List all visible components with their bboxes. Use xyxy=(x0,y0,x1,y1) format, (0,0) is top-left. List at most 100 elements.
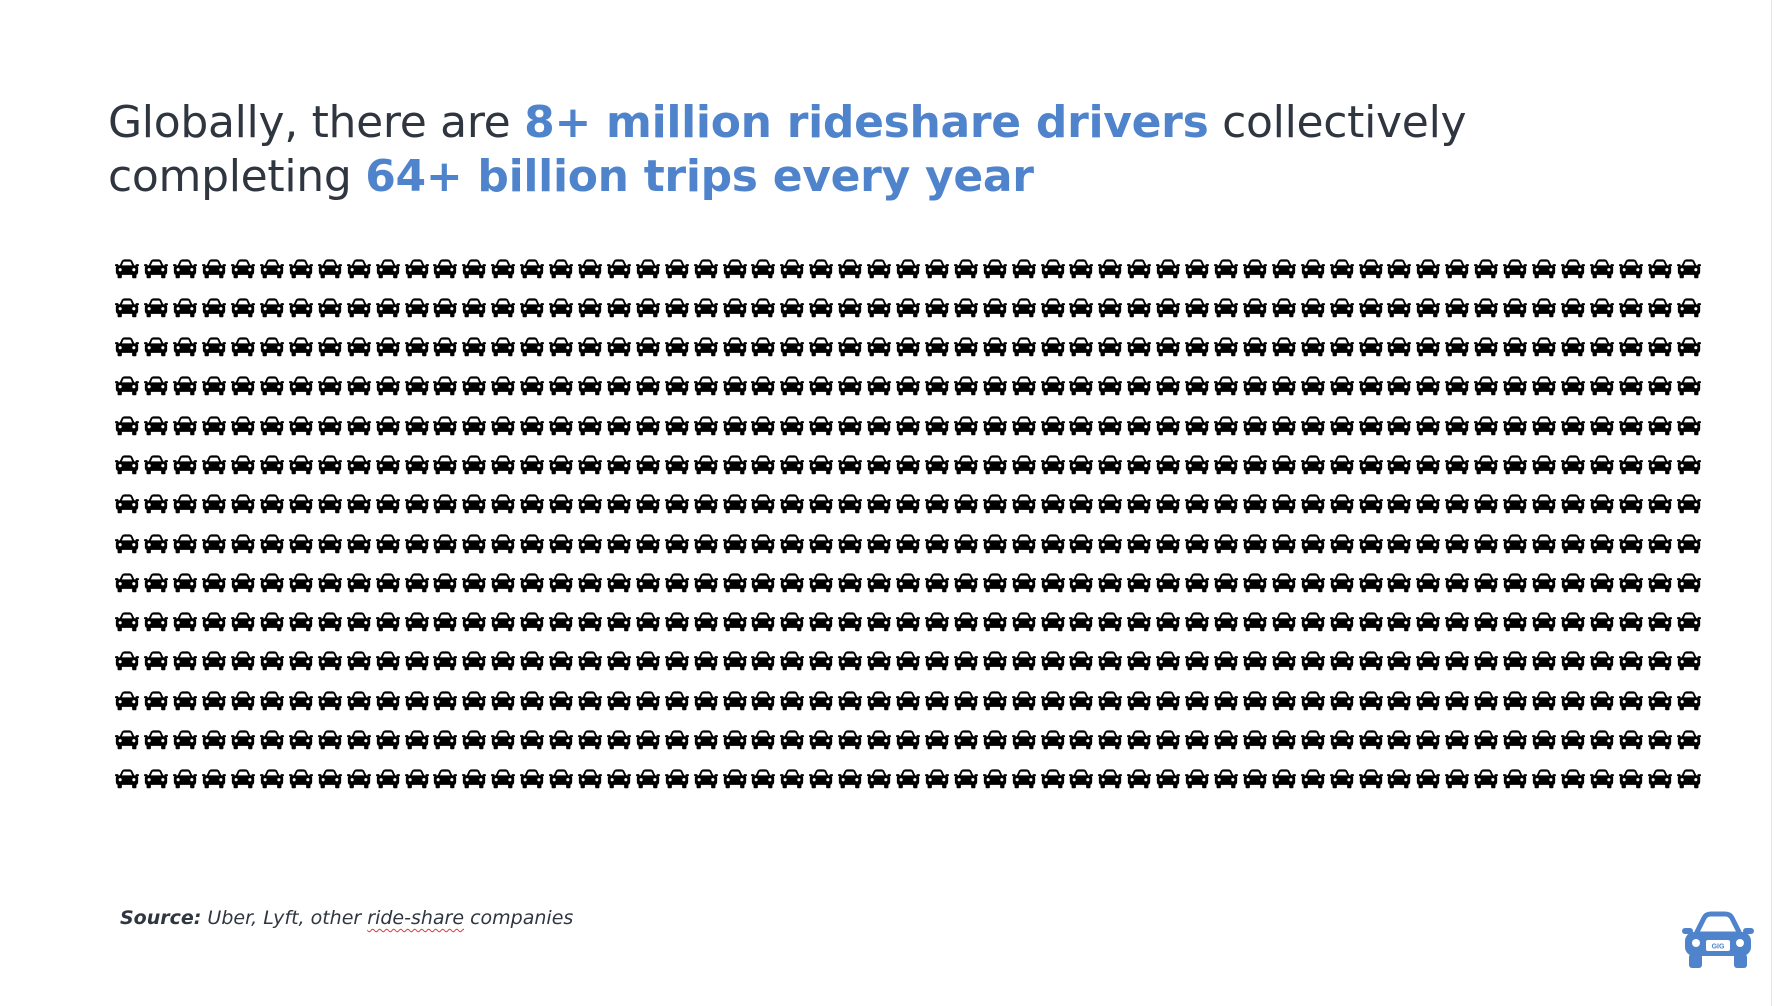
car-icon xyxy=(1300,651,1325,671)
car-icon xyxy=(1445,534,1470,553)
car-icon xyxy=(953,259,978,278)
car-icon xyxy=(346,337,371,357)
car-icon xyxy=(867,730,892,750)
car-icon xyxy=(1387,534,1412,553)
car-icon xyxy=(491,651,516,671)
car-icon xyxy=(606,691,631,711)
car-icon xyxy=(953,534,978,553)
car-icon xyxy=(838,376,863,396)
car-icon xyxy=(491,298,516,318)
car-icon xyxy=(1185,494,1210,514)
car-icon xyxy=(722,573,747,593)
car-icon xyxy=(577,651,602,671)
car-icon xyxy=(520,337,545,357)
car-icon xyxy=(404,455,429,475)
car-icon xyxy=(1445,730,1470,750)
car-icon xyxy=(1560,494,1585,514)
car-icon xyxy=(1589,337,1614,357)
car-icon xyxy=(1676,337,1701,357)
car-icon xyxy=(1156,730,1181,750)
car-icon xyxy=(1560,769,1585,789)
car-icon xyxy=(462,730,487,750)
car-icon xyxy=(462,298,487,318)
car-icon xyxy=(1531,337,1556,357)
car-icon xyxy=(1676,534,1701,553)
car-icon xyxy=(809,494,834,514)
car-icon xyxy=(1560,691,1585,711)
car-icon xyxy=(520,730,545,750)
car-icon xyxy=(375,730,400,750)
car-icon xyxy=(491,376,516,396)
car-icon xyxy=(751,298,776,318)
car-icon xyxy=(1242,298,1267,318)
car-icon xyxy=(144,416,169,436)
car-icon xyxy=(259,416,284,436)
car-icon xyxy=(1445,573,1470,593)
car-icon xyxy=(924,298,949,318)
car-icon xyxy=(346,651,371,671)
car-icon xyxy=(1358,376,1383,396)
car-icon xyxy=(953,416,978,436)
car-icon xyxy=(1271,730,1296,750)
car-icon xyxy=(1040,730,1065,750)
car-icon xyxy=(462,651,487,671)
car-icon xyxy=(1647,337,1672,357)
car-icon xyxy=(1069,651,1094,671)
car-icon xyxy=(520,612,545,632)
car-icon xyxy=(375,494,400,514)
car-icon xyxy=(1676,573,1701,593)
car-icon xyxy=(375,769,400,789)
car-icon xyxy=(1560,651,1585,671)
car-icon xyxy=(895,730,920,750)
car-icon xyxy=(982,259,1007,278)
car-icon xyxy=(1127,573,1152,593)
car-icon xyxy=(317,298,342,318)
car-icon xyxy=(1589,298,1614,318)
logo-plate-text: GIG xyxy=(1712,944,1725,951)
car-icon xyxy=(693,769,718,789)
car-icon xyxy=(231,376,256,396)
car-icon xyxy=(838,612,863,632)
car-icon xyxy=(1387,298,1412,318)
car-icon xyxy=(549,730,574,750)
car-icon xyxy=(1098,691,1123,711)
car-icon xyxy=(1618,651,1643,671)
car-icon xyxy=(1011,573,1036,593)
car-icon xyxy=(1676,691,1701,711)
car-icon xyxy=(1040,337,1065,357)
car-icon xyxy=(202,416,227,436)
car-icon xyxy=(664,730,689,750)
car-icon xyxy=(1040,573,1065,593)
car-icon xyxy=(1560,730,1585,750)
car-icon xyxy=(664,691,689,711)
car-icon xyxy=(1040,494,1065,514)
car-icon xyxy=(549,416,574,436)
car-icon xyxy=(1560,573,1585,593)
car-icon xyxy=(346,455,371,475)
car-icon xyxy=(1474,376,1499,396)
car-icon xyxy=(1242,376,1267,396)
car-icon xyxy=(1445,337,1470,357)
headline: Globally, there are 8+ million rideshare… xyxy=(108,96,1708,204)
car-icon xyxy=(549,691,574,711)
car-icon xyxy=(953,298,978,318)
car-icon xyxy=(982,573,1007,593)
car-icon xyxy=(375,376,400,396)
car-icon xyxy=(780,416,805,436)
car-icon xyxy=(838,651,863,671)
car-icon xyxy=(664,651,689,671)
car-icon xyxy=(144,573,169,593)
car-icon xyxy=(1069,691,1094,711)
car-icon xyxy=(780,494,805,514)
car-icon xyxy=(1531,730,1556,750)
car-icon xyxy=(1589,455,1614,475)
car-icon xyxy=(953,691,978,711)
car-icon xyxy=(722,337,747,357)
car-icon xyxy=(1213,455,1238,475)
car-icon xyxy=(1242,337,1267,357)
car-icon xyxy=(895,455,920,475)
car-icon xyxy=(144,769,169,789)
car-icon xyxy=(433,769,458,789)
car-icon xyxy=(1213,298,1238,318)
car-icon xyxy=(1271,455,1296,475)
